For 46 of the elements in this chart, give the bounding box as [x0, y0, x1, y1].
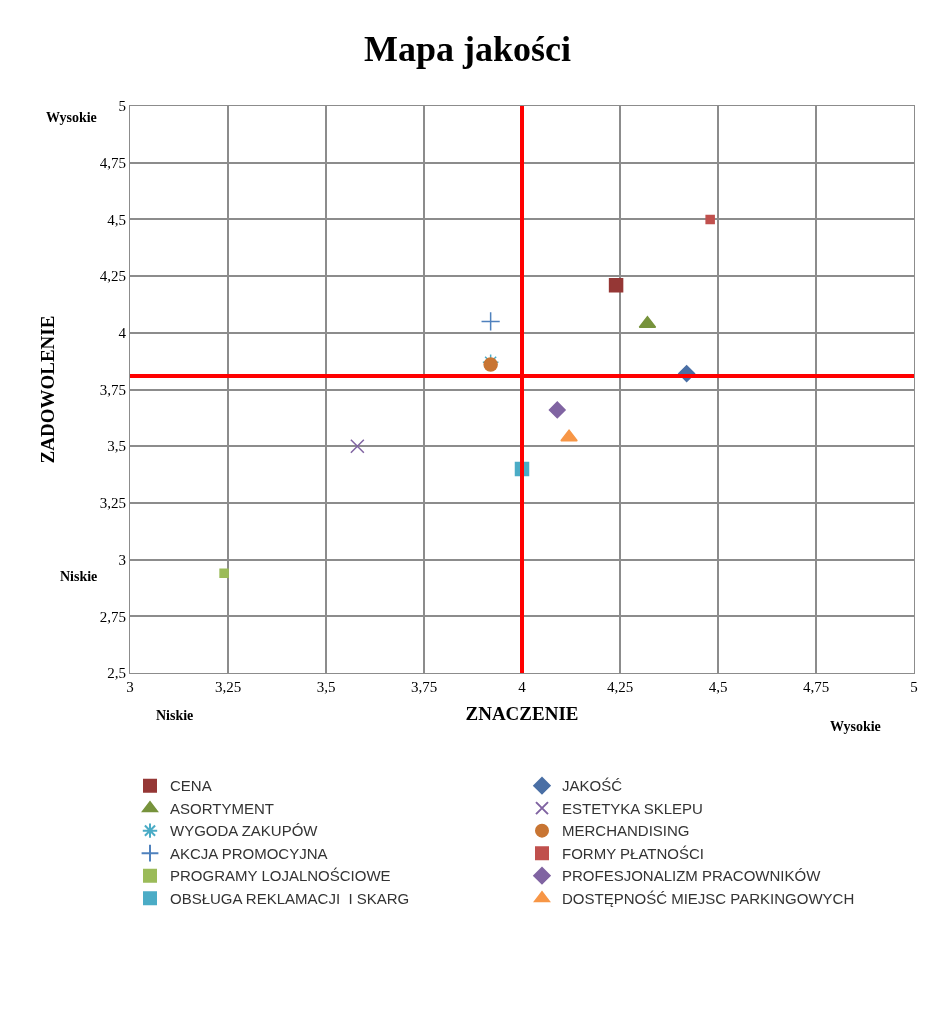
text: Niskie	[60, 569, 98, 584]
point	[560, 429, 578, 442]
x-tick-label: 4,5	[708, 679, 728, 695]
legend-label: WYGODA ZAKUPÓW	[170, 822, 319, 840]
point	[483, 357, 498, 372]
x-tick-label: 3,75	[410, 679, 438, 695]
text: Niskie	[156, 708, 194, 723]
legend-label: PROFESJONALIZM PRACOWNIKÓW	[562, 867, 822, 885]
y-tick-label: 4	[118, 325, 127, 342]
point	[608, 277, 624, 293]
y-tick-label: 3,25	[99, 495, 126, 512]
text: Wysokie	[46, 110, 97, 125]
y-tick-label: 5	[118, 98, 126, 115]
text: Wysokie	[830, 719, 881, 734]
legend-label: CENA	[170, 777, 212, 795]
point	[548, 401, 566, 419]
x-tick-label: 4,75	[802, 679, 830, 695]
y-axis-title: ZADOWOLENIE	[36, 315, 58, 464]
y-tick-label: 4,25	[99, 268, 126, 285]
point	[219, 568, 229, 578]
chart-title: Mapa jakości	[364, 28, 571, 69]
y-tick-label: 2,75	[99, 608, 126, 625]
legend-label: DOSTĘPNOŚĆ MIEJSC PARKINGOWYCH	[562, 889, 855, 907]
legend-label: JAKOŚĆ	[562, 777, 623, 795]
x-tick-label: 4,25	[606, 679, 634, 695]
legend-label: PROGRAMY LOJALNOŚCIOWE	[170, 867, 391, 885]
y-tick-label: 3,5	[107, 438, 126, 455]
y-tick-label: 3,75	[99, 381, 126, 398]
x-tick-label: 3,25	[214, 679, 242, 695]
x-tick-label: 5	[910, 679, 918, 695]
y-tick-label: 4,5	[107, 211, 126, 228]
legend-label: AKCJA PROMOCYJNA	[170, 844, 328, 862]
y-tick-label: 3	[118, 551, 126, 568]
legend-label: MERCHANDISING	[562, 822, 690, 840]
legend-label: FORMY PŁATNOŚCI	[562, 844, 704, 862]
point	[705, 214, 715, 225]
x-axis-title: ZNACZENIE	[465, 702, 579, 724]
legend-label: OBSŁUGA REKLAMACJI I SKARG	[170, 889, 410, 907]
x-tick-label: 3,5	[316, 679, 336, 695]
y-tick-label: 2,5	[107, 665, 126, 682]
point	[480, 311, 501, 332]
y-tick-label: 4,75	[99, 154, 126, 171]
point	[350, 438, 365, 454]
legend-label: ASORTYMENT	[170, 799, 274, 817]
x-tick-label: 4	[518, 679, 527, 695]
legend-label: ESTETYKA SKLEPU	[562, 799, 703, 817]
